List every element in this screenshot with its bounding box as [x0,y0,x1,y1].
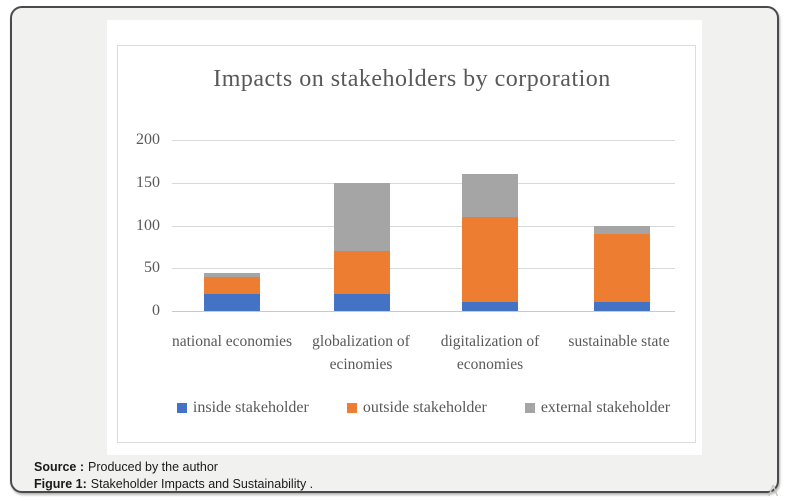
chart-border [117,45,696,443]
x-label-national-economies: national economies [171,333,293,350]
bar-stack-2 [334,182,390,311]
y-tick-label-0: 0 [152,302,160,319]
gridline-200 [172,140,675,141]
bar-segment-inside-stakeholder [204,293,260,311]
source-label: Source : [34,460,85,474]
chart-title: Impacts on stakeholders by corporation [213,66,611,92]
caption-figure-line: Figure 1: Stakeholder Impacts and Sustain… [34,476,313,493]
bar-segment-external-stakeholder [594,225,650,235]
inside-stakeholder-swatch-icon [176,403,187,413]
bar-segment-external-stakeholder [462,174,518,217]
x-label-digitalization: digitalization of economies [440,333,540,373]
x-label-sustainable-state: sustainable state [568,333,670,350]
caption-source-line: Source : Produced by the author [34,459,313,476]
watermark: A [768,482,779,500]
y-tick-label-150: 150 [136,173,160,191]
bar-segment-external-stakeholder [204,272,260,277]
chart-legend: inside stakeholder outside stakeholder e… [172,399,675,417]
legend-label: outside stakeholder [362,399,487,416]
source-text: Produced by the author [88,460,218,474]
bar-segment-outside-stakeholder [334,251,390,294]
legend-item-external: external stakeholder [524,399,671,417]
gridline-0 [172,311,675,312]
bar-stack-4 [594,225,650,311]
y-tick-label-100: 100 [136,216,160,234]
gridline-50 [172,268,675,270]
bar-segment-outside-stakeholder [462,216,518,303]
figure-label: Figure 1: [34,477,87,491]
y-tick-label-50: 50 [144,259,160,277]
legend-label: inside stakeholder [192,399,309,416]
figure-caption: Source : Produced by the author Figure 1:… [34,459,313,493]
bar-segment-external-stakeholder [334,182,390,252]
figure-card: Impacts on stakeholders by corporation 0… [10,6,779,493]
legend-item-outside: outside stakeholder [346,399,487,417]
legend-label: external stakeholder [540,399,671,416]
bar-segment-inside-stakeholder [594,302,650,311]
legend-item-inside: inside stakeholder [176,399,309,417]
gridline-150 [172,182,675,184]
x-label-globalization: globalization of ecinomies [312,333,410,373]
y-tick-label-200: 200 [136,131,160,148]
bar-stack-1 [204,272,260,311]
bar-segment-outside-stakeholder [594,234,650,303]
bar-stack-3 [462,174,518,311]
gridline-100 [172,225,675,227]
bar-segment-outside-stakeholder [204,276,260,294]
figure-text: Stakeholder Impacts and Sustainability . [90,477,314,491]
outside-stakeholder-swatch-icon [346,403,357,413]
bar-segment-inside-stakeholder [334,293,390,311]
plot-area: 0 50 100 150 200 [136,131,675,319]
external-stakeholder-swatch-icon [524,403,535,413]
bar-segment-inside-stakeholder [462,302,518,311]
